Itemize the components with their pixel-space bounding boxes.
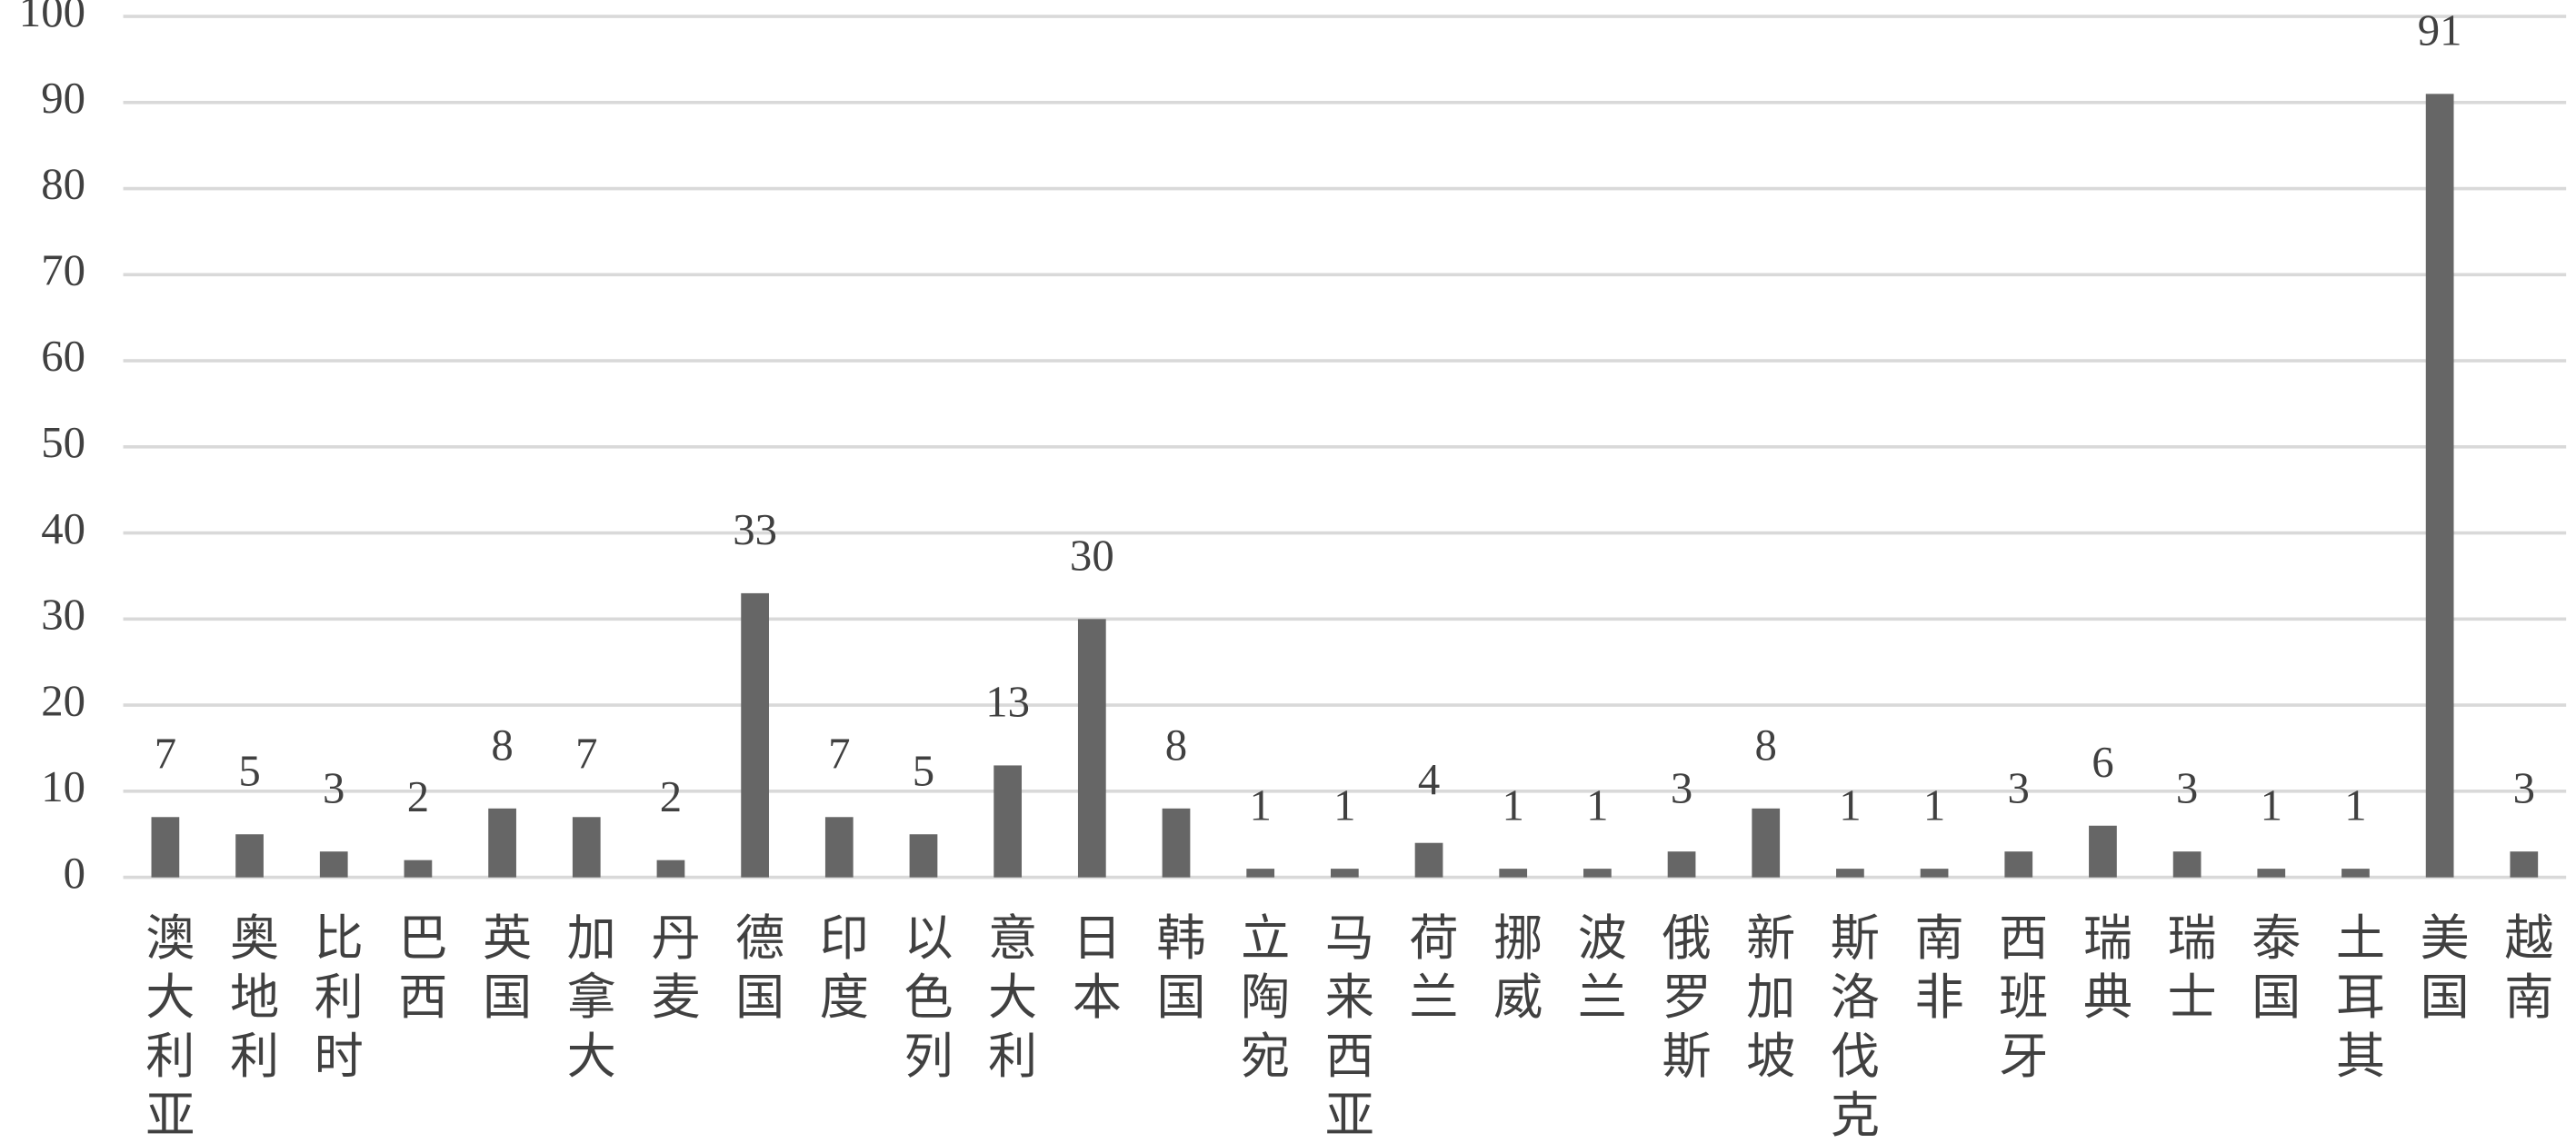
- bar: [1667, 851, 1696, 878]
- bar: [2257, 869, 2286, 878]
- bar: [488, 808, 516, 878]
- bar: [1162, 808, 1191, 878]
- data-label: 6: [2092, 738, 2113, 787]
- data-label: 7: [828, 730, 850, 779]
- x-tick-label: 巴西: [391, 912, 445, 1030]
- bar: [151, 817, 180, 878]
- bar: [1499, 869, 1528, 878]
- data-label: 7: [575, 730, 597, 779]
- data-label: 1: [1839, 780, 1861, 830]
- data-label: 1: [1923, 780, 1945, 830]
- y-tick-label: 90: [41, 74, 85, 123]
- bar: [235, 834, 264, 878]
- bar: [2341, 869, 2370, 878]
- y-tick-label: 40: [41, 504, 85, 553]
- x-tick-label: 日本: [1064, 912, 1119, 1030]
- x-tick-label: 丹麦: [644, 912, 699, 1030]
- x-tick-label: 德国: [728, 912, 784, 1030]
- data-label: 8: [491, 721, 513, 770]
- data-label: 1: [1586, 780, 1608, 830]
- x-tick-label: 西班牙: [1992, 912, 2047, 1089]
- data-label: 1: [1333, 780, 1355, 830]
- x-tick-label: 加拿大: [559, 912, 614, 1089]
- x-tick-label: 马来西亚: [1317, 912, 1373, 1143]
- bar: [1077, 619, 1106, 878]
- bar: [656, 860, 685, 878]
- x-tick-label: 土耳其: [2328, 912, 2382, 1089]
- bar: [319, 851, 348, 878]
- data-label: 2: [660, 772, 682, 821]
- bar: [909, 834, 938, 878]
- x-tick-label: 澳大利亚: [138, 912, 194, 1143]
- x-tick-label: 新加坡: [1739, 912, 1794, 1089]
- y-tick-label: 50: [41, 418, 85, 467]
- data-label: 3: [2513, 763, 2535, 812]
- x-tick-label: 以色列: [896, 912, 951, 1089]
- data-label: 8: [1165, 721, 1187, 770]
- y-tick-label: 100: [19, 0, 85, 36]
- data-label: 33: [733, 505, 777, 554]
- data-label: 4: [1418, 755, 1440, 804]
- bar: [572, 817, 601, 878]
- x-tick-label: 荷兰: [1402, 912, 1457, 1030]
- data-label: 5: [238, 746, 260, 795]
- bar: [1414, 842, 1443, 878]
- y-tick-label: 20: [41, 676, 85, 725]
- data-label: 1: [1503, 780, 1524, 830]
- bar: [2089, 825, 2117, 878]
- data-label: 3: [1671, 763, 1692, 812]
- bar: [2172, 851, 2202, 878]
- data-label: 13: [985, 678, 1030, 727]
- data-label: 8: [1755, 721, 1777, 770]
- data-label: 30: [1070, 532, 1114, 581]
- data-label: 5: [913, 746, 934, 795]
- data-label: 1: [1249, 780, 1271, 830]
- bar: [824, 817, 854, 878]
- x-tick-label: 瑞士: [2160, 912, 2214, 1030]
- bar: [1752, 808, 1781, 878]
- data-label: 2: [407, 772, 429, 821]
- y-tick-label: 10: [41, 762, 85, 811]
- x-tick-label: 立陶宛: [1233, 912, 1289, 1089]
- data-label: 1: [2261, 780, 2282, 830]
- y-tick-label: 80: [41, 160, 85, 209]
- bar: [1836, 869, 1864, 878]
- y-tick-label: 0: [64, 849, 85, 898]
- x-tick-label: 南非: [1907, 912, 1962, 1030]
- x-tick-label: 奥地利: [223, 912, 278, 1089]
- bar: [1583, 869, 1612, 878]
- x-tick-label: 英国: [475, 912, 530, 1030]
- bar: [1330, 869, 1359, 878]
- x-tick-label: 俄罗斯: [1654, 912, 1711, 1089]
- bar: [404, 860, 433, 878]
- bar: [741, 592, 769, 878]
- x-tick-label: 挪威: [1486, 912, 1542, 1030]
- x-tick-label: 意大利: [981, 912, 1036, 1089]
- x-tick-label: 美国: [2412, 912, 2467, 1030]
- x-tick-label: 泰国: [2244, 912, 2299, 1030]
- x-tick-label: 比利时: [306, 912, 362, 1089]
- bar: [1920, 869, 1949, 878]
- bar: [1246, 869, 1275, 878]
- x-tick-label: 韩国: [1149, 912, 1203, 1030]
- y-tick-label: 70: [41, 246, 85, 295]
- bar: [2004, 851, 2033, 878]
- data-label: 1: [2344, 780, 2366, 830]
- bar: [993, 765, 1023, 878]
- data-label: 91: [2418, 6, 2462, 55]
- x-tick-label: 波兰: [1570, 912, 1624, 1030]
- bar: [2510, 851, 2539, 878]
- data-label: 7: [155, 730, 176, 779]
- x-tick-label: 越南: [2497, 912, 2552, 1030]
- x-tick-label: 印度: [812, 912, 866, 1030]
- y-tick-label: 60: [41, 332, 85, 381]
- bar: [2425, 94, 2454, 878]
- x-tick-label: 瑞典: [2075, 912, 2130, 1030]
- x-tick-label: 斯洛伐克: [1822, 912, 1878, 1143]
- data-label: 3: [2176, 763, 2198, 812]
- data-label: 3: [2008, 763, 2030, 812]
- data-label: 3: [323, 763, 344, 812]
- y-tick-label: 30: [41, 591, 85, 640]
